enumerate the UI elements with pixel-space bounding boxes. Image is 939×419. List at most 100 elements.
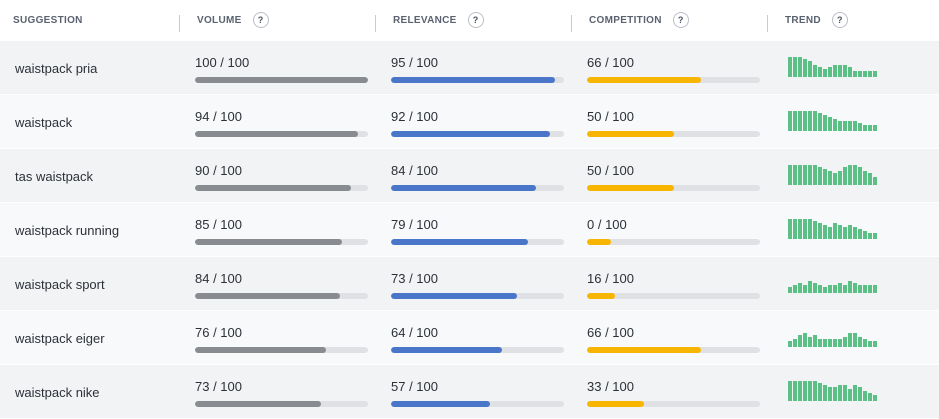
volume-bar-track xyxy=(195,131,368,137)
trend-bar xyxy=(798,57,802,77)
trend-bar xyxy=(813,221,817,239)
trend-bar xyxy=(808,281,812,293)
trend-bar xyxy=(838,65,842,77)
trend-bar xyxy=(838,121,842,131)
relevance-bar-track xyxy=(391,131,564,137)
trend-sparkline xyxy=(788,57,877,77)
suggestion-keyword[interactable]: waistpack running xyxy=(15,222,120,238)
header-volume[interactable]: VOLUME ? xyxy=(197,0,269,40)
relevance-bar-fill xyxy=(391,347,502,353)
trend-bar xyxy=(823,339,827,347)
trend-bar xyxy=(793,57,797,77)
trend-bar xyxy=(798,335,802,347)
suggestion-keyword[interactable]: tas waistpack xyxy=(15,168,94,184)
table-row[interactable]: waistpack eiger 76 / 100 64 / 100 66 / 100 xyxy=(0,310,939,364)
trend-bar xyxy=(818,339,822,347)
table-body: waistpack pria 100 / 100 95 / 100 66 / 100 w… xyxy=(0,40,939,418)
competition-metric: 33 / 100 xyxy=(587,378,761,407)
relevance-bar-fill xyxy=(391,77,555,83)
competition-bar-track xyxy=(587,293,760,299)
relevance-score: 57 / 100 xyxy=(391,379,438,394)
header-divider xyxy=(571,15,572,32)
trend-sparkline xyxy=(788,381,877,401)
header-trend-label: TREND xyxy=(785,14,821,26)
suggestion-keyword[interactable]: waistpack xyxy=(15,114,73,130)
table-row[interactable]: waistpack sport 84 / 100 73 / 100 16 / 100 xyxy=(0,256,939,310)
volume-bar-track xyxy=(195,77,368,83)
header-suggestion[interactable]: SUGGESTION xyxy=(13,0,83,40)
competition-bar-fill xyxy=(587,293,615,299)
trend-bar xyxy=(818,223,822,239)
trend-bar xyxy=(863,285,867,293)
competition-help-icon[interactable]: ? xyxy=(672,12,689,28)
suggestion-keyword[interactable]: waistpack eiger xyxy=(15,330,105,346)
table-row[interactable]: waistpack pria 100 / 100 95 / 100 66 / 100 xyxy=(0,40,939,94)
trend-bar xyxy=(833,223,837,239)
trend-bar xyxy=(808,219,812,239)
trend-bar xyxy=(788,111,792,131)
table-row[interactable]: waistpack 94 / 100 92 / 100 50 / 100 xyxy=(0,94,939,148)
trend-bar xyxy=(813,381,817,401)
trend-bar xyxy=(813,65,817,77)
trend-bar xyxy=(858,337,862,347)
trend-bar xyxy=(843,167,847,185)
suggestion-keyword[interactable]: waistpack sport xyxy=(15,276,105,292)
header-trend[interactable]: TREND ? xyxy=(785,0,848,40)
trend-bar xyxy=(788,287,792,293)
trend-bar xyxy=(788,57,792,77)
trend-bar xyxy=(833,387,837,401)
table-row[interactable]: waistpack nike 73 / 100 57 / 100 33 / 100 xyxy=(0,364,939,418)
trend-bar xyxy=(808,165,812,185)
table-row[interactable]: tas waistpack 90 / 100 84 / 100 50 / 100 xyxy=(0,148,939,202)
suggestion-keyword[interactable]: waistpack pria xyxy=(15,60,98,76)
trend-bar xyxy=(823,169,827,185)
trend-bar xyxy=(848,333,852,347)
relevance-bar-fill xyxy=(391,239,528,245)
trend-bar xyxy=(848,281,852,293)
trend-bar xyxy=(838,283,842,293)
header-suggestion-label: SUGGESTION xyxy=(13,14,83,26)
trend-bar xyxy=(828,339,832,347)
competition-metric: 16 / 100 xyxy=(587,270,761,299)
competition-score: 16 / 100 xyxy=(587,271,634,286)
trend-bar xyxy=(863,391,867,401)
trend-bar xyxy=(833,173,837,185)
relevance-metric: 64 / 100 xyxy=(391,324,565,353)
trend-bar xyxy=(843,385,847,401)
relevance-bar-track xyxy=(391,347,564,353)
header-relevance[interactable]: RELEVANCE ? xyxy=(393,0,484,40)
trend-bar xyxy=(868,233,872,239)
trend-bar xyxy=(858,387,862,401)
competition-bar-fill xyxy=(587,239,611,245)
trend-bar xyxy=(868,173,872,185)
relevance-help-icon[interactable]: ? xyxy=(467,12,484,28)
trend-bar xyxy=(803,381,807,401)
relevance-bar-track xyxy=(391,185,564,191)
suggestion-keyword[interactable]: waistpack nike xyxy=(15,384,100,400)
trend-bar xyxy=(843,65,847,77)
volume-help-icon[interactable]: ? xyxy=(252,12,269,28)
table-row[interactable]: waistpack running 85 / 100 79 / 100 0 / 100 xyxy=(0,202,939,256)
competition-bar-fill xyxy=(587,347,701,353)
trend-bar xyxy=(788,219,792,239)
trend-bar xyxy=(853,227,857,239)
trend-bar xyxy=(843,285,847,293)
trend-bar xyxy=(873,285,877,293)
volume-score: 94 / 100 xyxy=(195,109,242,124)
trend-bar xyxy=(848,67,852,77)
volume-bar-track xyxy=(195,185,368,191)
header-competition[interactable]: COMPETITION ? xyxy=(589,0,689,40)
volume-bar-track xyxy=(195,401,368,407)
competition-metric: 50 / 100 xyxy=(587,108,761,137)
trend-help-icon[interactable]: ? xyxy=(831,12,848,28)
relevance-metric: 84 / 100 xyxy=(391,162,565,191)
trend-bar xyxy=(813,111,817,131)
relevance-score: 92 / 100 xyxy=(391,109,438,124)
relevance-metric: 73 / 100 xyxy=(391,270,565,299)
trend-sparkline xyxy=(788,281,877,293)
volume-bar-track xyxy=(195,347,368,353)
competition-score: 33 / 100 xyxy=(587,379,634,394)
trend-bar xyxy=(863,339,867,347)
trend-bar xyxy=(828,67,832,77)
header-volume-label: VOLUME xyxy=(197,14,242,26)
